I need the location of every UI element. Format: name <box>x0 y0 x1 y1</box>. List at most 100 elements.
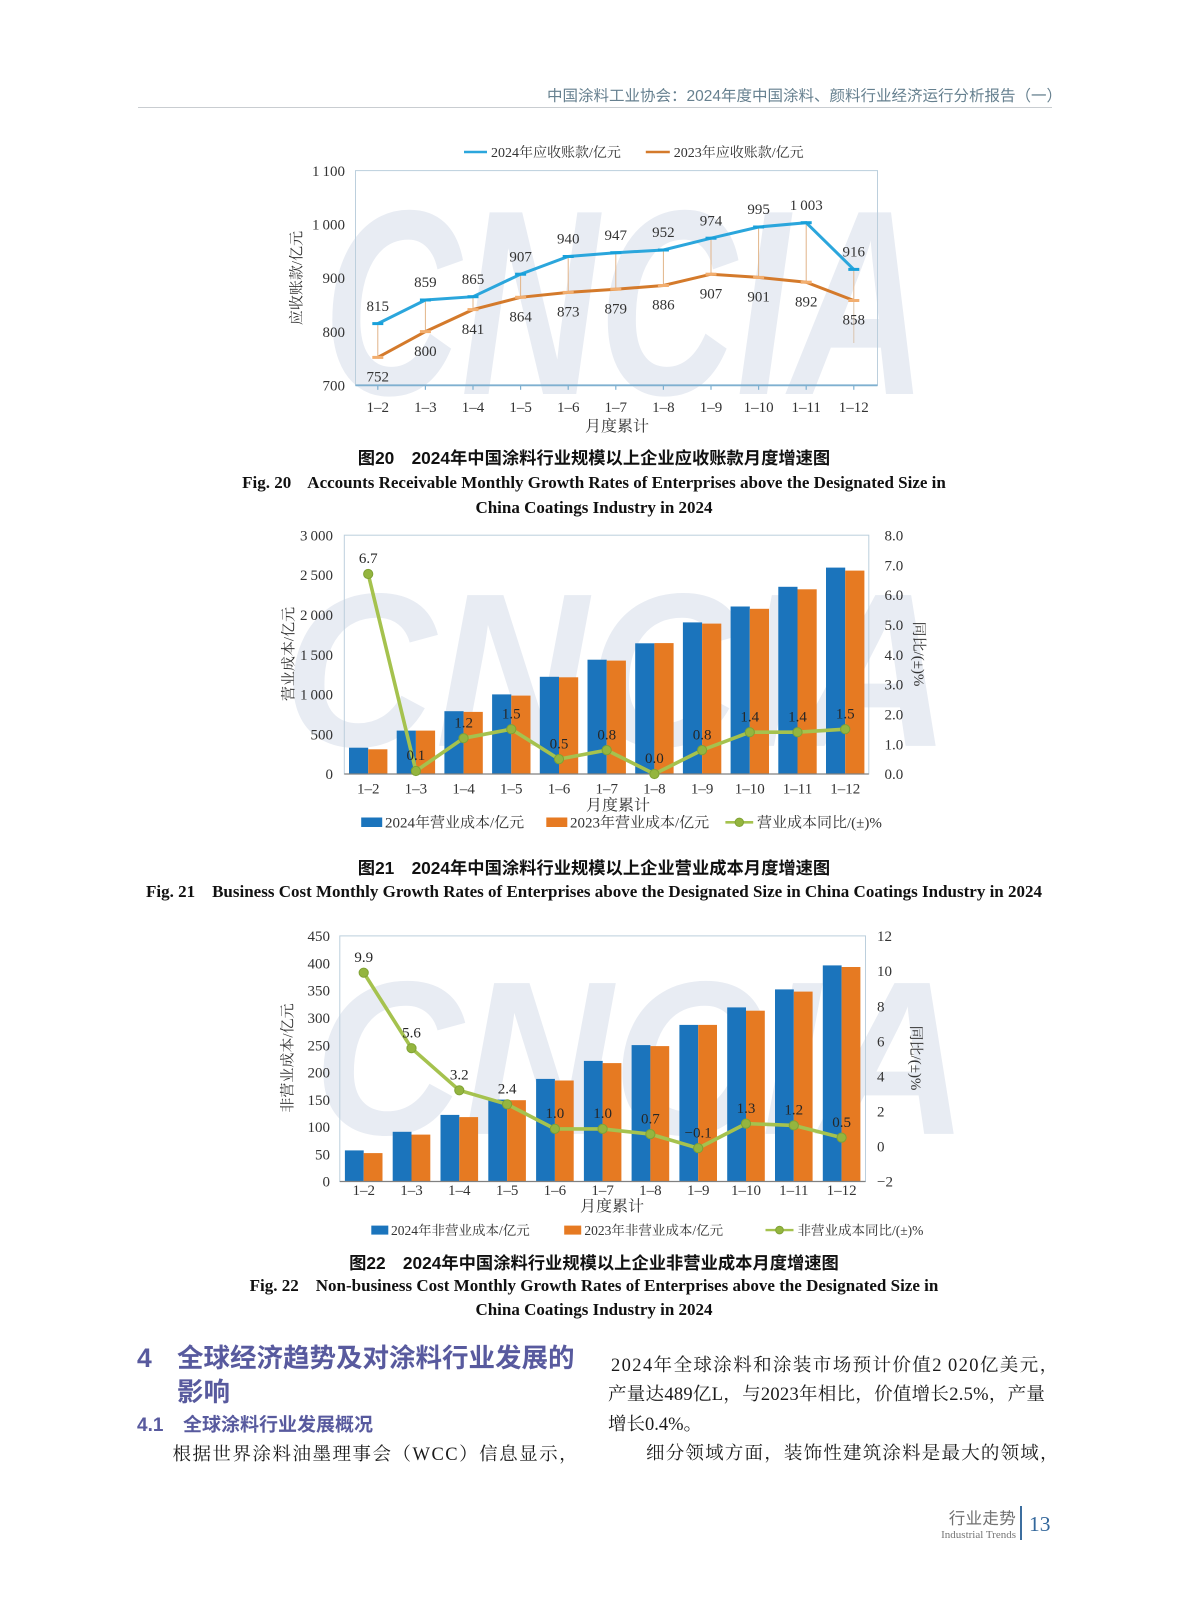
svg-text:916: 916 <box>843 245 866 261</box>
svg-text:150: 150 <box>308 1093 331 1109</box>
svg-text:非营业成本同比/(±)%: 非营业成本同比/(±)% <box>798 1223 924 1238</box>
svg-text:2 000: 2 000 <box>300 608 333 624</box>
svg-text:1–6: 1–6 <box>544 1183 567 1199</box>
svg-text:0.0: 0.0 <box>885 767 904 783</box>
svg-text:350: 350 <box>308 984 331 1000</box>
svg-text:1–7: 1–7 <box>591 1183 614 1199</box>
svg-text:1 003: 1 003 <box>790 198 823 214</box>
svg-text:1–8: 1–8 <box>639 1183 662 1199</box>
svg-text:1–5: 1–5 <box>496 1183 519 1199</box>
svg-text:6: 6 <box>877 1034 885 1050</box>
svg-text:同比/(±)%: 同比/(±)% <box>910 622 927 687</box>
svg-text:879: 879 <box>605 301 628 317</box>
svg-text:2: 2 <box>877 1105 885 1121</box>
svg-text:1–9: 1–9 <box>700 400 723 416</box>
svg-text:864: 864 <box>509 310 532 326</box>
svg-text:2024年非营业成本/亿元: 2024年非营业成本/亿元 <box>391 1223 530 1238</box>
svg-text:400: 400 <box>308 956 331 972</box>
svg-text:2023年非营业成本/亿元: 2023年非营业成本/亿元 <box>584 1223 723 1238</box>
svg-text:995: 995 <box>747 202 770 218</box>
svg-text:1–10: 1–10 <box>731 1183 761 1199</box>
svg-text:1–8: 1–8 <box>643 782 666 798</box>
svg-text:0.5: 0.5 <box>832 1115 851 1131</box>
svg-text:907: 907 <box>509 249 532 265</box>
svg-text:1.0: 1.0 <box>885 737 904 753</box>
svg-text:1 000: 1 000 <box>312 218 345 234</box>
svg-text:50: 50 <box>315 1147 330 1163</box>
svg-text:450: 450 <box>308 929 331 945</box>
svg-text:1–5: 1–5 <box>500 782 523 798</box>
svg-text:1–11: 1–11 <box>779 1183 808 1199</box>
svg-text:1–12: 1–12 <box>839 400 869 416</box>
svg-text:1–7: 1–7 <box>595 782 618 798</box>
svg-text:901: 901 <box>747 290 770 306</box>
svg-text:841: 841 <box>462 322 485 338</box>
svg-text:1–9: 1–9 <box>687 1183 710 1199</box>
svg-text:815: 815 <box>367 299 390 315</box>
svg-text:1.5: 1.5 <box>502 706 521 722</box>
svg-text:3.2: 3.2 <box>450 1068 469 1084</box>
svg-text:1–8: 1–8 <box>652 400 675 416</box>
svg-text:非营业成本/亿元: 非营业成本/亿元 <box>279 1003 296 1112</box>
svg-text:952: 952 <box>652 225 675 241</box>
svg-text:1.3: 1.3 <box>737 1101 756 1117</box>
svg-text:1–2: 1–2 <box>352 1183 375 1199</box>
svg-text:2 500: 2 500 <box>300 568 333 584</box>
svg-text:1.5: 1.5 <box>836 706 855 722</box>
svg-text:0.7: 0.7 <box>641 1111 660 1127</box>
svg-text:858: 858 <box>843 313 866 329</box>
svg-text:1–6: 1–6 <box>548 782 571 798</box>
svg-text:900: 900 <box>323 271 346 287</box>
svg-text:0.8: 0.8 <box>693 727 712 743</box>
svg-text:月度累计: 月度累计 <box>585 418 649 436</box>
svg-text:1–10: 1–10 <box>735 782 765 798</box>
svg-text:0: 0 <box>323 1175 331 1191</box>
svg-text:6.7: 6.7 <box>359 551 378 567</box>
svg-text:250: 250 <box>308 1038 331 1054</box>
svg-text:1–9: 1–9 <box>691 782 714 798</box>
svg-text:1.0: 1.0 <box>593 1106 612 1122</box>
svg-text:1–2: 1–2 <box>357 782 380 798</box>
svg-text:2023年应收账款/亿元: 2023年应收账款/亿元 <box>674 145 804 161</box>
svg-text:8: 8 <box>877 999 885 1015</box>
svg-text:1–3: 1–3 <box>400 1183 423 1199</box>
svg-text:1–2: 1–2 <box>367 400 390 416</box>
svg-text:月度累计: 月度累计 <box>586 797 650 815</box>
svg-text:10: 10 <box>877 964 892 980</box>
svg-text:1 100: 1 100 <box>312 164 345 180</box>
svg-text:0.0: 0.0 <box>645 751 664 767</box>
svg-text:6.0: 6.0 <box>885 588 904 604</box>
svg-text:1.2: 1.2 <box>454 715 473 731</box>
svg-text:1–3: 1–3 <box>414 400 437 416</box>
svg-text:1–3: 1–3 <box>405 782 428 798</box>
svg-text:4: 4 <box>877 1069 885 1085</box>
svg-text:4.0: 4.0 <box>885 648 904 664</box>
svg-text:1–12: 1–12 <box>827 1183 857 1199</box>
svg-text:2024年应收账款/亿元: 2024年应收账款/亿元 <box>491 145 621 161</box>
svg-text:0: 0 <box>326 767 334 783</box>
svg-text:9.9: 9.9 <box>354 950 373 966</box>
svg-text:300: 300 <box>308 1011 331 1027</box>
svg-text:1 000: 1 000 <box>300 688 333 704</box>
svg-text:947: 947 <box>605 228 628 244</box>
svg-text:907: 907 <box>700 286 723 302</box>
svg-text:12: 12 <box>877 929 892 945</box>
svg-text:0.5: 0.5 <box>550 736 569 752</box>
svg-text:8.0: 8.0 <box>885 528 904 544</box>
svg-text:200: 200 <box>308 1066 331 1082</box>
svg-text:1–4: 1–4 <box>452 782 475 798</box>
svg-text:752: 752 <box>367 370 390 386</box>
svg-text:1.2: 1.2 <box>784 1103 803 1119</box>
svg-text:同比/(±)%: 同比/(±)% <box>907 1026 924 1091</box>
svg-text:1 500: 1 500 <box>300 648 333 664</box>
svg-text:1.4: 1.4 <box>788 709 807 725</box>
svg-text:1.0: 1.0 <box>546 1106 565 1122</box>
svg-text:2023年营业成本/亿元: 2023年营业成本/亿元 <box>570 814 709 831</box>
svg-text:100: 100 <box>308 1120 331 1136</box>
svg-text:1–11: 1–11 <box>791 400 820 416</box>
svg-text:5.6: 5.6 <box>402 1025 421 1041</box>
svg-text:2024年营业成本/亿元: 2024年营业成本/亿元 <box>385 814 524 831</box>
svg-text:892: 892 <box>795 294 818 310</box>
svg-text:3.0: 3.0 <box>885 678 904 694</box>
svg-text:1–5: 1–5 <box>509 400 532 416</box>
